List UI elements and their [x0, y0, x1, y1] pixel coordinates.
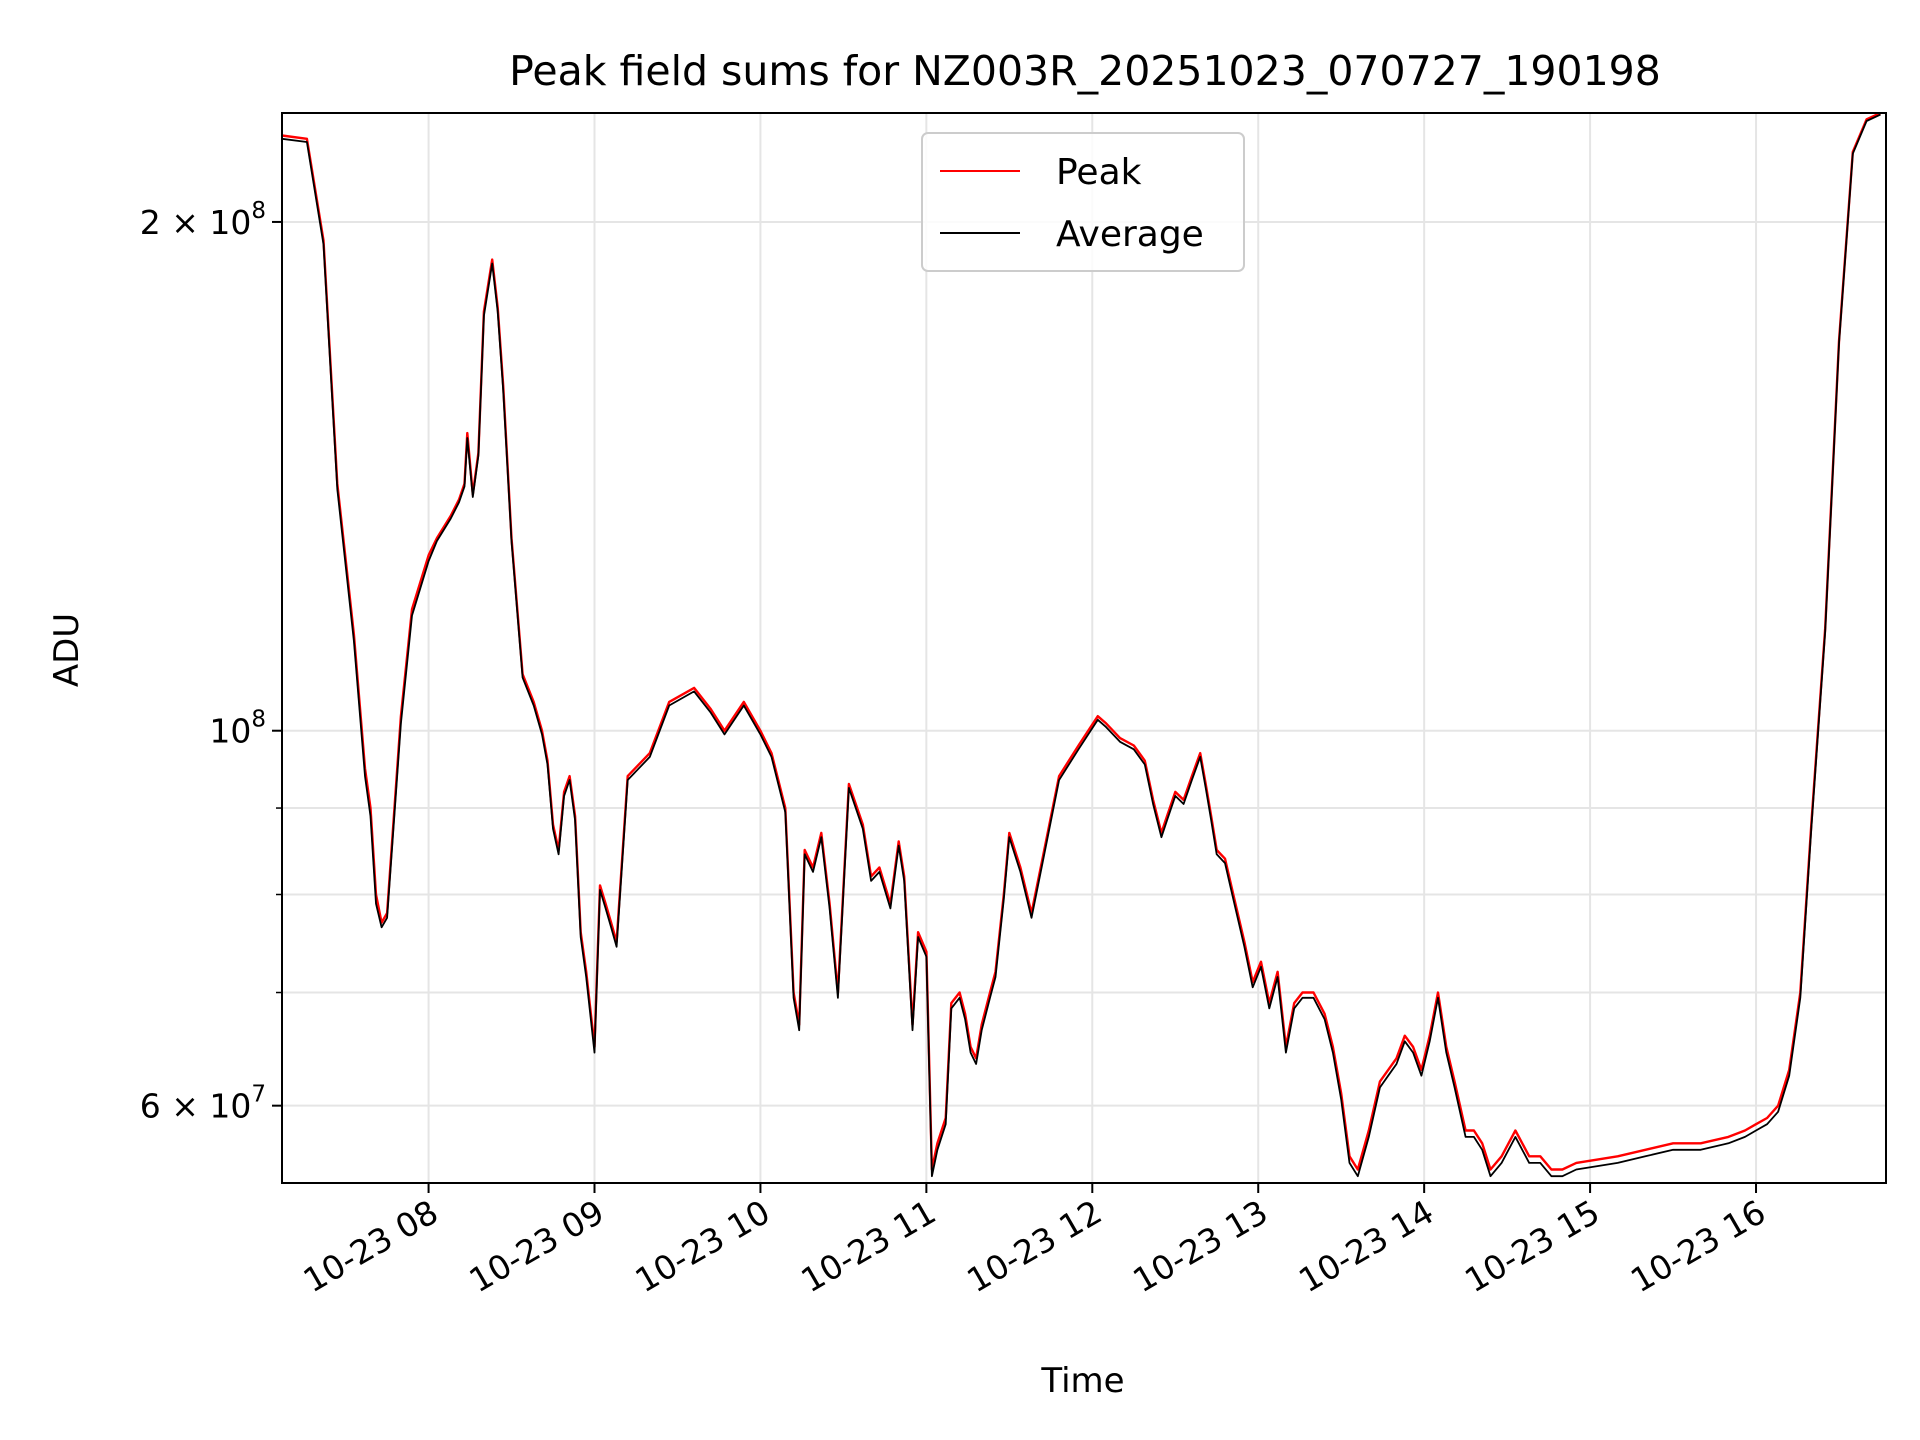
y-tick-label: 6 × 107	[140, 1082, 266, 1126]
y-tick-label: 2 × 108	[140, 198, 266, 242]
y-tick-exponent: 8	[251, 707, 266, 733]
y-tick-mantissa: 2	[140, 203, 161, 242]
plot-frame	[281, 112, 1887, 1184]
series-line-peak	[281, 111, 1882, 1171]
y-axis: 6 × 107 108 2 × 108	[140, 198, 282, 1126]
series-line-average	[281, 113, 1881, 1178]
chart-title: Peak field sums for NZ003R_20251023_0707…	[509, 47, 1661, 95]
y-tick-exponent: 8	[251, 198, 266, 224]
series-layer	[281, 111, 1882, 1178]
y-tick-exponent: 7	[251, 1082, 266, 1108]
x-axis-label: Time	[1040, 1361, 1124, 1401]
grid	[282, 113, 1886, 1183]
y-axis-label: ADU	[47, 613, 87, 687]
legend-entry-average: Average	[1056, 214, 1204, 255]
y-tick-mantissa: 6	[140, 1087, 161, 1126]
legend: Peak Average	[921, 132, 1245, 272]
legend-box	[921, 132, 1245, 272]
legend-entry-peak: Peak	[1056, 152, 1142, 193]
y-tick-label: 108	[209, 707, 266, 751]
